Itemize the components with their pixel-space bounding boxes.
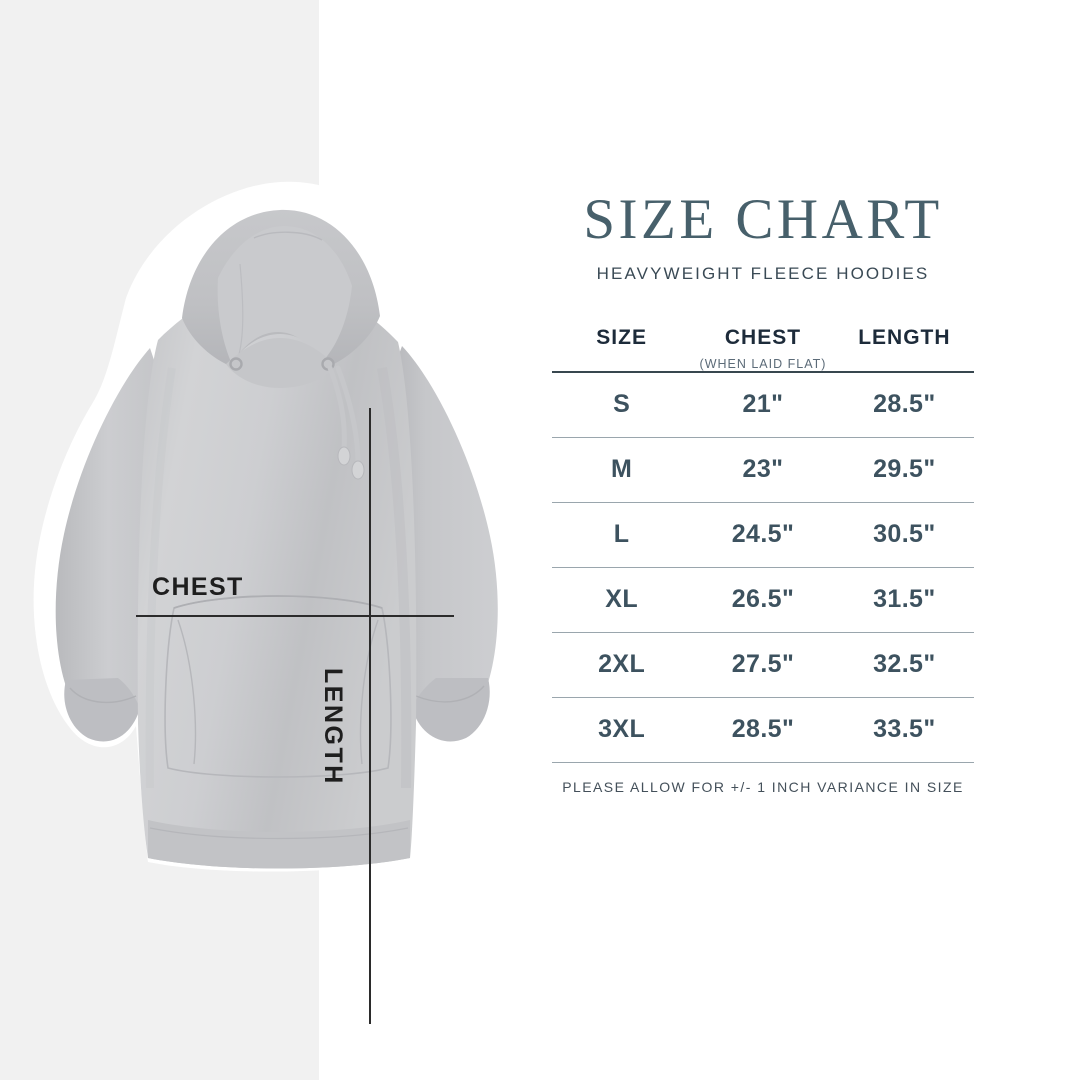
- size-chart-panel: SIZE CHART HEAVYWEIGHT FLEECE HOODIES SI…: [552, 190, 974, 795]
- column-header-size-label: SIZE: [596, 325, 647, 349]
- cell-chest: 24.5": [731, 520, 795, 549]
- chest-measure-label: CHEST: [152, 573, 244, 601]
- cell-chest: 21": [742, 390, 784, 419]
- table-row: M 23" 29.5": [552, 437, 974, 503]
- length-measure-label: LENGTH: [319, 668, 347, 786]
- cell-size: S: [613, 390, 631, 419]
- column-header-chest-label: CHEST: [724, 325, 802, 349]
- hood-lining: [217, 226, 352, 364]
- page-title: SIZE CHART: [583, 188, 943, 251]
- cell-length: 29.5": [873, 455, 936, 484]
- cell-size: 2XL: [598, 650, 646, 679]
- right-cuff: [412, 678, 490, 742]
- left-cuff: [64, 678, 140, 742]
- cell-length: 28.5": [873, 390, 936, 419]
- cell-size: 3XL: [598, 715, 646, 744]
- variance-note: PLEASE ALLOW FOR +/- 1 INCH VARIANCE IN …: [562, 778, 964, 795]
- cell-length: 31.5": [873, 585, 936, 614]
- drawstring-aglets: [337, 446, 365, 480]
- cell-length: 32.5": [873, 650, 936, 679]
- drawstrings: [327, 365, 361, 467]
- column-header-length-label: LENGTH: [858, 325, 951, 349]
- table-row: S 21" 28.5": [552, 372, 974, 438]
- cell-chest: 26.5": [731, 585, 795, 614]
- column-header-chest: CHEST (WHEN LAID FLAT): [691, 326, 834, 372]
- cell-chest: 27.5": [731, 650, 795, 679]
- chest-measure-line: [136, 615, 454, 617]
- table-row: 2XL 27.5" 32.5": [552, 632, 974, 698]
- hoodie-product-image: CHEST LENGTH: [22, 168, 532, 1024]
- column-header-size: SIZE: [552, 326, 691, 372]
- table-row: XL 26.5" 31.5": [552, 567, 974, 633]
- hoodie-illustration: [33, 181, 523, 872]
- column-header-length: LENGTH: [835, 326, 974, 372]
- table-body: S 21" 28.5" M 23" 29.5" L 24.5" 30.5" XL…: [552, 372, 974, 763]
- cell-chest: 23": [742, 455, 784, 484]
- cell-length: 30.5": [873, 520, 936, 549]
- cell-chest: 28.5": [731, 715, 795, 744]
- hoodie-body: [137, 280, 417, 869]
- cell-size: M: [611, 455, 633, 484]
- length-measure-line: [369, 408, 371, 1024]
- cell-length: 33.5": [873, 715, 936, 744]
- column-header-chest-note: (WHEN LAID FLAT): [699, 356, 827, 371]
- hem-band: [148, 820, 410, 869]
- table-row: 3XL 28.5" 33.5": [552, 697, 974, 763]
- neck-band: [226, 338, 336, 388]
- cell-size: XL: [605, 585, 638, 614]
- table-row: L 24.5" 30.5": [552, 502, 974, 568]
- table-header: SIZE CHEST (WHEN LAID FLAT) LENGTH: [552, 326, 974, 372]
- size-table: SIZE CHEST (WHEN LAID FLAT) LENGTH S 21"…: [552, 326, 974, 763]
- cell-size: L: [613, 520, 630, 549]
- page-subtitle: HEAVYWEIGHT FLEECE HOODIES: [596, 263, 930, 283]
- table-header-row: SIZE CHEST (WHEN LAID FLAT) LENGTH: [552, 326, 974, 372]
- eyelet-left: [229, 357, 243, 371]
